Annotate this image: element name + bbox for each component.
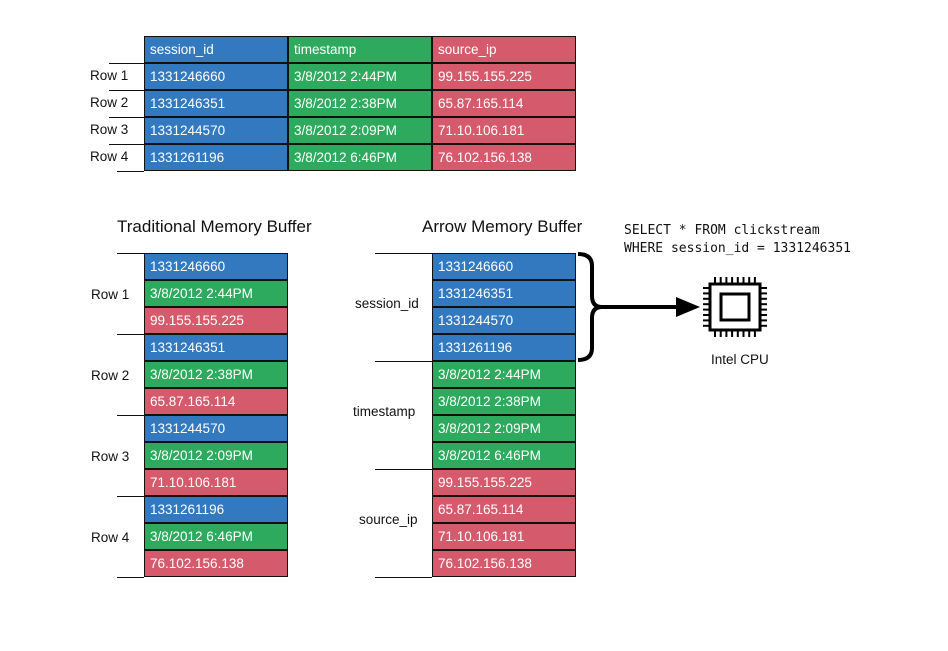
column-header-source-ip: source_ip — [432, 36, 576, 63]
row-divider — [117, 334, 144, 335]
table-cell: 76.102.156.138 — [432, 144, 576, 171]
column-divider — [375, 469, 432, 470]
row-label: Row 1 — [90, 68, 129, 83]
arrow-buffer-cell: 99.155.155.225 — [432, 469, 576, 496]
traditional-buffer-title: Traditional Memory Buffer — [117, 217, 312, 236]
traditional-row-label: Row 2 — [91, 368, 130, 383]
traditional-buffer-cell: 1331246351 — [144, 334, 288, 361]
arrow-column-label: timestamp — [353, 404, 416, 419]
table-cell: 65.87.165.114 — [432, 90, 576, 117]
arrow-buffer-title: Arrow Memory Buffer — [422, 217, 583, 236]
arrow-buffer-cell: 65.87.165.114 — [432, 496, 576, 523]
table-cell: 1331261196 — [144, 144, 288, 171]
arrow-buffer-cell: 76.102.156.138 — [432, 550, 576, 577]
traditional-buffer-cell: 1331244570 — [144, 415, 288, 442]
table-cell: 3/8/2012 2:44PM — [288, 63, 432, 90]
sql-query-line-2: WHERE session_id = 1331246351 — [624, 241, 851, 256]
row-divider — [109, 117, 144, 118]
traditional-buffer-cell: 3/8/2012 2:09PM — [144, 442, 288, 469]
row-divider — [117, 415, 144, 416]
row-divider — [109, 144, 144, 145]
cpu-chip-icon — [703, 277, 767, 337]
traditional-buffer-cell: 76.102.156.138 — [144, 550, 288, 577]
traditional-buffer-cell: 3/8/2012 2:44PM — [144, 280, 288, 307]
traditional-row-label: Row 3 — [91, 449, 130, 464]
curly-brace — [577, 252, 603, 362]
table-cell: 99.155.155.225 — [432, 63, 576, 90]
column-divider — [375, 577, 432, 578]
arrow-buffer-cell: 3/8/2012 2:44PM — [432, 361, 576, 388]
arrow-buffer-cell: 1331246660 — [432, 253, 576, 280]
row-divider — [117, 171, 144, 172]
table-cell: 3/8/2012 6:46PM — [288, 144, 432, 171]
traditional-buffer-cell: 65.87.165.114 — [144, 388, 288, 415]
table-cell: 71.10.106.181 — [432, 117, 576, 144]
column-divider — [375, 253, 432, 254]
table-cell: 1331246351 — [144, 90, 288, 117]
arrow-buffer-cell: 1331261196 — [432, 334, 576, 361]
row-divider — [117, 253, 144, 254]
column-divider — [375, 361, 432, 362]
table-cell: 3/8/2012 2:09PM — [288, 117, 432, 144]
cpu-label: Intel CPU — [711, 352, 769, 367]
traditional-row-label: Row 1 — [91, 287, 130, 302]
arrow-buffer-cell: 1331246351 — [432, 280, 576, 307]
traditional-buffer-cell: 1331246660 — [144, 253, 288, 280]
table-cell: 3/8/2012 2:38PM — [288, 90, 432, 117]
traditional-buffer-cell: 1331261196 — [144, 496, 288, 523]
arrow-column-label: source_ip — [359, 512, 418, 527]
arrow-head-icon — [676, 297, 700, 317]
arrow-buffer-cell: 3/8/2012 2:38PM — [432, 388, 576, 415]
sql-query-line-1: SELECT * FROM clickstream — [624, 223, 820, 238]
row-divider — [117, 577, 144, 578]
arrow-buffer-cell: 1331244570 — [432, 307, 576, 334]
arrow-column-label: session_id — [355, 296, 419, 311]
traditional-buffer-cell: 71.10.106.181 — [144, 469, 288, 496]
column-header-timestamp: timestamp — [288, 36, 432, 63]
row-label: Row 2 — [90, 95, 129, 110]
arrow-buffer-cell: 3/8/2012 2:09PM — [432, 415, 576, 442]
column-header-session-id: session_id — [144, 36, 288, 63]
row-label: Row 3 — [90, 122, 129, 137]
row-divider — [117, 496, 144, 497]
traditional-buffer-cell: 3/8/2012 6:46PM — [144, 523, 288, 550]
traditional-row-label: Row 4 — [91, 530, 130, 545]
traditional-buffer-cell: 3/8/2012 2:38PM — [144, 361, 288, 388]
row-label: Row 4 — [90, 149, 129, 164]
traditional-buffer-cell: 99.155.155.225 — [144, 307, 288, 334]
arrow-buffer-cell: 3/8/2012 6:46PM — [432, 442, 576, 469]
row-divider — [109, 90, 144, 91]
arrow-buffer-cell: 71.10.106.181 — [432, 523, 576, 550]
row-divider — [109, 63, 144, 64]
table-cell: 1331246660 — [144, 63, 288, 90]
table-cell: 1331244570 — [144, 117, 288, 144]
